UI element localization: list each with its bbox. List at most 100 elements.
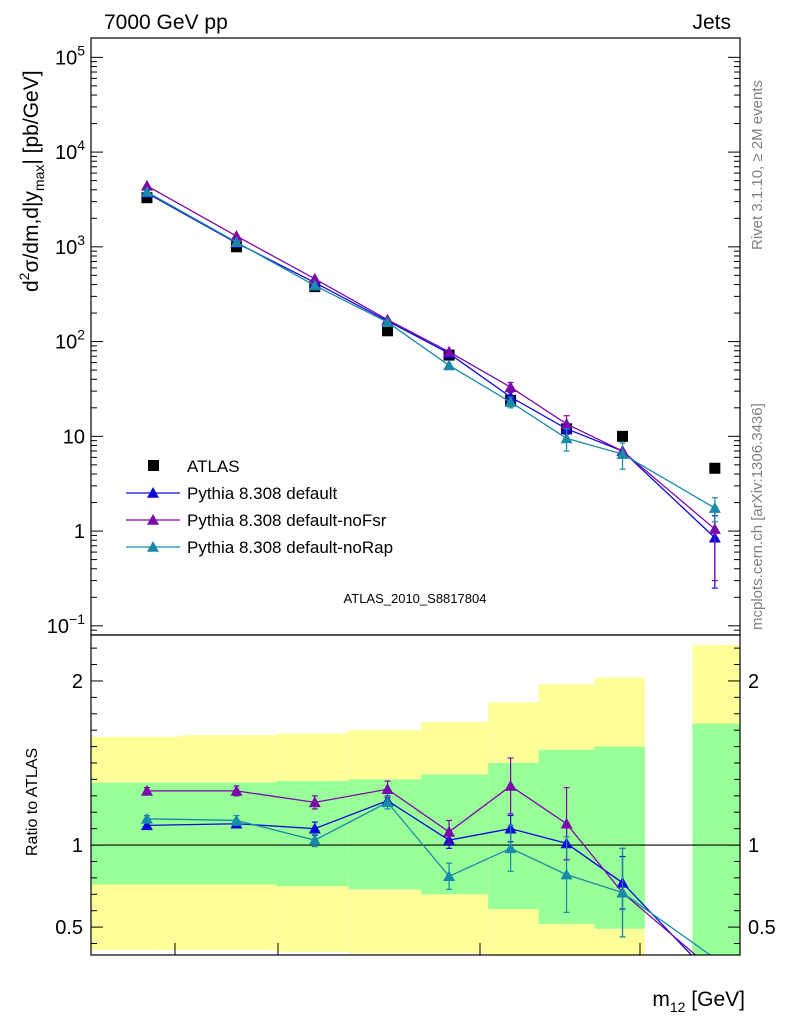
ratio-point (381, 783, 394, 795)
series-point (504, 381, 517, 392)
series-point (308, 279, 321, 291)
main-y-label-sup: 2 (16, 272, 32, 280)
legend-marker (147, 514, 159, 525)
series-point (443, 359, 456, 371)
series-point (230, 230, 243, 241)
ratio-point (443, 870, 456, 882)
ratio-y-tick-label-right: 1 (748, 835, 759, 857)
main-y-label-tail: | [pb/GeV] (20, 70, 43, 164)
main-y-tick-label: 10−1 (47, 611, 85, 638)
ratio-point (140, 812, 153, 824)
ratio-point (230, 784, 243, 796)
legend-label: Pythia 8.308 default (187, 484, 338, 503)
legend-marker (147, 541, 159, 552)
legend-marker (148, 460, 159, 471)
series-point (708, 502, 721, 513)
series-point (381, 316, 394, 328)
ratio-point (140, 819, 153, 831)
x-label-sub: 12 (670, 999, 686, 1015)
main-y-tick-label: 103 (55, 232, 85, 259)
ratio-point (140, 784, 153, 796)
legend-label: Pythia 8.308 default-noFsr (187, 511, 387, 530)
series-point (560, 432, 573, 444)
header-energy: 7000 GeV pp (104, 11, 228, 34)
watermark: ATLAS_2010_S8817804 (344, 591, 487, 606)
main-y-tick-label: 1 (74, 521, 85, 543)
series-point (616, 448, 629, 459)
ratio-y-tick-label-left: 0.5 (55, 917, 83, 939)
header-process: Jets (692, 11, 731, 34)
tick-base: 10 (55, 142, 77, 164)
legend-item-pythia-8-308-default-nofsr: Pythia 8.308 default-noFsr (126, 511, 387, 530)
ratio-point (616, 886, 629, 898)
series-point (443, 345, 456, 357)
rivet-label: Rivet 3.1.10, ≥ 2M events (749, 80, 766, 250)
tick-base: 10 (55, 237, 77, 259)
tick-base: 10 (55, 47, 77, 69)
x-label-main: m (652, 988, 670, 1011)
series-pythia-8-308-default-norap (140, 185, 721, 523)
series-point (140, 185, 153, 197)
ratio-plot: 0.5 0.5 1 1 2 2 (55, 634, 776, 956)
ratio-point (443, 825, 456, 837)
ratio-point (308, 834, 321, 845)
ratio-point (308, 796, 321, 808)
main-y-axis-label: d2σ/dm,d|ymax| [pb/GeV] (16, 70, 47, 292)
main-y-label-main: σ/dm,d|y (20, 191, 43, 273)
series-point (140, 179, 153, 191)
uncertainty-band-green (180, 782, 276, 885)
series-point (504, 396, 517, 407)
tick-base: 10 (47, 616, 69, 638)
uncertainty-band-green (692, 723, 740, 955)
legend-label: ATLAS (187, 457, 240, 476)
tick-exponent: 3 (77, 232, 85, 248)
ratio-plot-frame (90, 634, 741, 956)
ratio-point (381, 796, 394, 808)
ratio-series-group (140, 757, 712, 955)
legend-item-pythia-8-308-default-norap: Pythia 8.308 default-noRap (126, 538, 393, 557)
ratio-point (504, 842, 517, 854)
ratio-y-axis-label: Ratio to ATLAS (24, 748, 41, 856)
uncertainty-band-green (594, 746, 645, 929)
main-y-tick-label: 104 (55, 137, 85, 164)
legend-label: Pythia 8.308 default-noRap (187, 538, 393, 557)
tick-exponent: −1 (69, 611, 85, 627)
ratio-y-tick-label-left: 2 (72, 671, 83, 693)
legend-item-pythia-8-308-default: Pythia 8.308 default (126, 484, 338, 503)
atlas-point (382, 325, 394, 337)
tick-base: 10 (55, 332, 77, 354)
ratio-point (560, 817, 573, 829)
atlas-point (617, 430, 629, 442)
main-y-tick-label: 10 (63, 426, 85, 448)
legend: ATLAS Pythia 8.308 default Pythia 8.308 de… (126, 457, 393, 557)
ratio-point (308, 822, 321, 834)
legend-item-atlas: ATLAS (148, 457, 240, 476)
ratio-point (230, 814, 243, 826)
ratio-point (560, 868, 573, 880)
series-atlas (141, 192, 721, 474)
ratio-point (504, 779, 517, 791)
x-label-tail: [GeV] (685, 988, 745, 1011)
main-y-label-d: d (20, 280, 43, 292)
tick-exponent: 2 (77, 327, 85, 343)
series-point (560, 417, 573, 429)
ratio-y-tick-label-right: 0.5 (748, 917, 776, 939)
legend-marker (147, 487, 159, 498)
atlas-point (709, 462, 721, 474)
mcplots-label: mcplots.cern.ch [arXiv:1306.3436] (749, 403, 766, 630)
main-y-label-sub: max (31, 165, 47, 191)
x-axis-label: m12 [GeV] (652, 988, 745, 1015)
tick-exponent: 5 (77, 42, 85, 58)
main-y-tick-label: 105 (55, 42, 85, 69)
ratio-series-pythia-8-308-default-norap (140, 795, 712, 955)
ratio-y-tick-label-left: 1 (72, 835, 83, 857)
series-line (146, 185, 716, 530)
series-point (308, 272, 321, 284)
series-point (230, 236, 243, 247)
series-point (708, 523, 721, 534)
uncertainty-band-green (91, 782, 181, 885)
main-y-tick-label: 102 (55, 327, 85, 354)
ratio-y-tick-label-right: 2 (748, 671, 759, 693)
